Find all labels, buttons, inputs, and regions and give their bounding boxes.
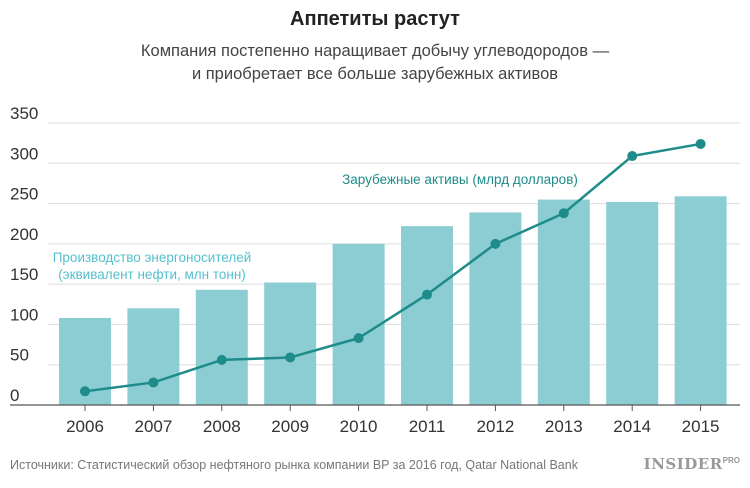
line-point <box>216 354 227 365</box>
bar-series-label-line-1: Производство энергоносителей <box>53 250 252 265</box>
y-tick-label: 250 <box>10 185 38 204</box>
bar <box>537 199 590 405</box>
y-tick-label: 300 <box>10 144 38 163</box>
bar-series-label-line-2: (эквивалент нефти, млн тонн) <box>58 267 246 282</box>
x-tick-label: 2015 <box>682 417 720 436</box>
source-note: Источники: Статистический обзор нефтяног… <box>10 458 578 472</box>
bar <box>127 308 180 405</box>
line-series-path <box>84 142 701 393</box>
bar <box>674 196 727 405</box>
x-tick-label: 2009 <box>271 417 309 436</box>
logo-sup: PRO <box>722 456 740 465</box>
logo-text: INSIDER <box>643 455 723 473</box>
y-tick-label: 150 <box>10 265 38 284</box>
y-tick-label: 100 <box>10 305 38 324</box>
bar <box>264 282 317 405</box>
line-series-label: Зарубежные активы (млрд долларов) <box>342 172 578 187</box>
line-point <box>490 238 501 249</box>
bar <box>401 226 453 405</box>
bar <box>606 201 659 405</box>
x-tick-label: 2013 <box>545 417 583 436</box>
subtitle-line-2: и приобретает все больше зарубежных акти… <box>191 65 559 83</box>
line-point <box>695 138 706 149</box>
line-point <box>627 151 638 162</box>
x-tick-label: 2008 <box>203 417 241 436</box>
subtitle-line-1: Компания постепенно наращивает добычу уг… <box>140 42 610 60</box>
x-tick-label: 2011 <box>409 417 446 436</box>
line-point <box>422 289 432 300</box>
line-point <box>148 377 159 388</box>
line-point <box>353 333 364 344</box>
y-tick-label: 50 <box>10 346 29 365</box>
x-tick-label: 2007 <box>134 417 172 436</box>
x-tick-label: 2010 <box>340 417 378 436</box>
x-tick-label: 2006 <box>66 417 104 436</box>
chart-title: Аппетиты растут <box>290 8 460 30</box>
bar <box>332 243 385 405</box>
y-tick-label: 350 <box>10 104 38 123</box>
x-tick-label: 2014 <box>613 417 651 436</box>
insider-pro-logo: INSIDERPRO <box>644 455 740 473</box>
chart-subtitle: Компания постепенно наращивает добычу уг… <box>0 40 750 86</box>
line-point <box>285 352 296 363</box>
y-tick-label: 200 <box>10 225 38 244</box>
line-point <box>80 386 90 397</box>
bar <box>195 289 248 405</box>
x-tick-label: 2012 <box>476 417 514 436</box>
y-tick-label: 0 <box>10 386 19 405</box>
line-point <box>558 208 569 219</box>
